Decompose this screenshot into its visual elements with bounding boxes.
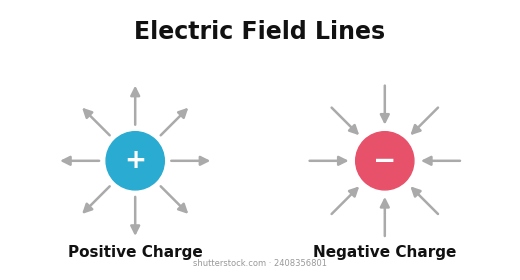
Text: Positive Charge: Positive Charge [68,245,203,260]
Circle shape [356,132,414,190]
Text: −: − [373,147,396,175]
Text: shutterstock.com · 2408356801: shutterstock.com · 2408356801 [193,259,327,268]
Text: Negative Charge: Negative Charge [313,245,457,260]
Text: Electric Field Lines: Electric Field Lines [135,20,385,45]
Circle shape [106,132,164,190]
Text: +: + [124,148,146,174]
